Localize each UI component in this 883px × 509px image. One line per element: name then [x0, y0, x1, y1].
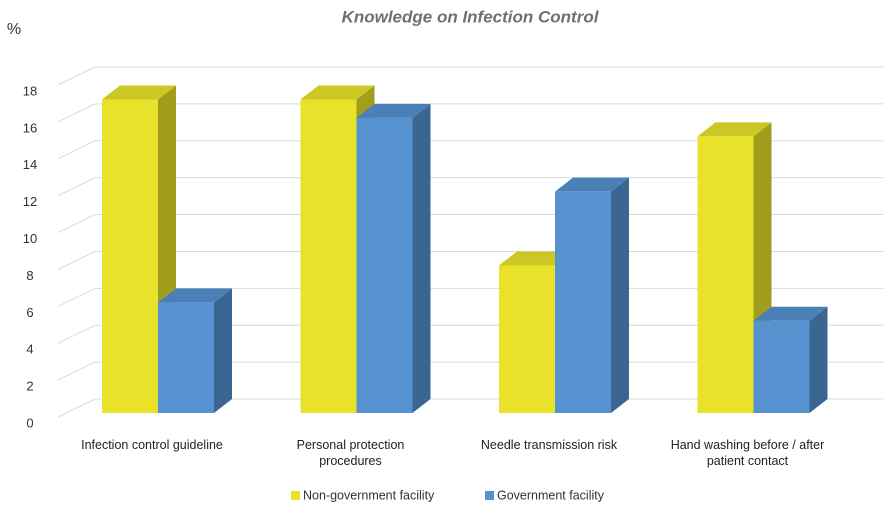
y-tick-label: 4 — [26, 342, 33, 357]
x-tick-label: Personal protection procedures — [296, 438, 405, 468]
bar — [697, 136, 754, 414]
bar — [300, 99, 357, 413]
y-tick-label: 0 — [26, 415, 33, 430]
bar — [356, 117, 413, 413]
grid-line — [57, 66, 883, 86]
bar-top — [300, 85, 375, 100]
bar-top — [499, 251, 573, 266]
legend-swatch — [291, 491, 300, 500]
bar — [102, 99, 158, 413]
bar-top — [102, 85, 176, 100]
bar-side — [809, 306, 828, 413]
x-tick-label: Infection control guideline — [81, 438, 223, 452]
y-axis-label: % — [7, 21, 21, 38]
legend-label: Government facility — [497, 488, 605, 502]
x-tick-label: Needle transmission risk — [480, 438, 618, 452]
y-tick-label: 14 — [23, 157, 37, 172]
bar-top — [356, 103, 431, 118]
bar-top — [753, 306, 828, 321]
bar-side — [611, 177, 629, 413]
bar — [158, 302, 214, 413]
bar-top — [158, 288, 232, 303]
chart-title: Knowledge on Infection Control — [342, 7, 600, 26]
grid-line — [57, 140, 883, 160]
bar-side — [412, 103, 431, 413]
legend-swatch — [485, 491, 494, 500]
bar — [555, 191, 611, 413]
y-tick-label: 16 — [23, 120, 37, 135]
bar — [753, 320, 810, 413]
legend-label: Non-government facility — [303, 488, 435, 502]
grid-line — [57, 103, 883, 123]
bar-side — [214, 288, 232, 413]
y-tick-label: 12 — [23, 194, 37, 209]
bar-top — [555, 177, 629, 192]
bar — [499, 265, 555, 413]
y-tick-label: 10 — [23, 231, 37, 246]
y-tick-label: 18 — [23, 83, 37, 98]
y-tick-label: 6 — [26, 305, 33, 320]
bar-top — [697, 122, 772, 137]
x-tick-label: Hand washing before / after patient cont… — [670, 438, 825, 468]
y-tick-label: 2 — [26, 379, 33, 394]
y-tick-label: 8 — [26, 268, 33, 283]
